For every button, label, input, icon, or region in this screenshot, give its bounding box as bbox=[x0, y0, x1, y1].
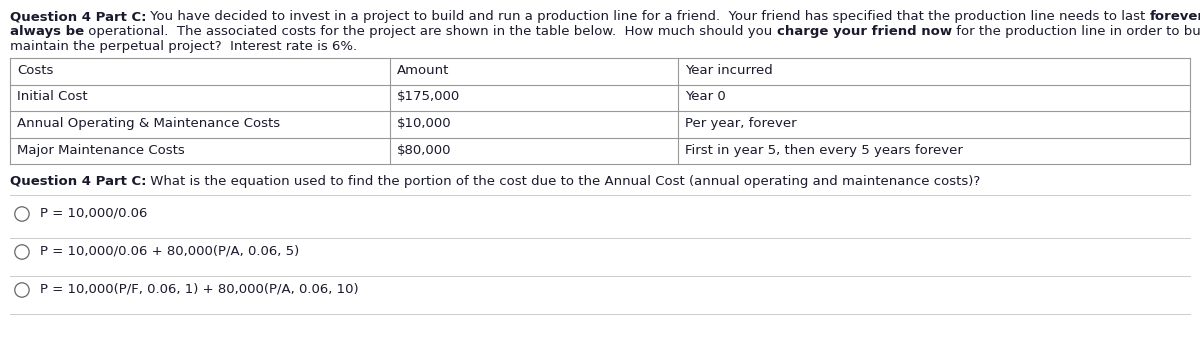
Text: Year 0: Year 0 bbox=[685, 90, 726, 104]
Text: $10,000: $10,000 bbox=[397, 117, 452, 130]
Text: Question 4 Part C:: Question 4 Part C: bbox=[10, 175, 146, 188]
Text: Question 4 Part C:: Question 4 Part C: bbox=[10, 10, 146, 23]
Text: Initial Cost: Initial Cost bbox=[17, 90, 88, 104]
Text: Annual Operating & Maintenance Costs: Annual Operating & Maintenance Costs bbox=[17, 117, 281, 130]
Text: Costs: Costs bbox=[17, 64, 54, 77]
Text: for the production line in order to build and: for the production line in order to buil… bbox=[952, 25, 1200, 38]
Text: Per year, forever: Per year, forever bbox=[685, 117, 797, 130]
Text: P = 10,000/0.06: P = 10,000/0.06 bbox=[40, 207, 148, 220]
Text: P = 10,000/0.06 + 80,000(P/A, 0.06, 5): P = 10,000/0.06 + 80,000(P/A, 0.06, 5) bbox=[40, 245, 299, 258]
Text: P = 10,000(P/F, 0.06, 1) + 80,000(P/A, 0.06, 10): P = 10,000(P/F, 0.06, 1) + 80,000(P/A, 0… bbox=[40, 283, 359, 296]
Text: Amount: Amount bbox=[397, 64, 450, 77]
Text: $175,000: $175,000 bbox=[397, 90, 461, 104]
Text: What is the equation used to find the portion of the cost due to the Annual Cost: What is the equation used to find the po… bbox=[146, 175, 980, 188]
Text: maintain the perpetual project?  Interest rate is 6%.: maintain the perpetual project? Interest… bbox=[10, 40, 358, 53]
Text: charge your friend now: charge your friend now bbox=[776, 25, 952, 38]
Text: Major Maintenance Costs: Major Maintenance Costs bbox=[17, 144, 185, 157]
Text: First in year 5, then every 5 years forever: First in year 5, then every 5 years fore… bbox=[685, 144, 964, 157]
Text: Year incurred: Year incurred bbox=[685, 64, 773, 77]
Text: forever,: forever, bbox=[1150, 10, 1200, 23]
Text: $80,000: $80,000 bbox=[397, 144, 451, 157]
Text: You have decided to invest in a project to build and run a production line for a: You have decided to invest in a project … bbox=[146, 10, 1150, 23]
Text: operational.  The associated costs for the project are shown in the table below.: operational. The associated costs for th… bbox=[84, 25, 776, 38]
Text: always be: always be bbox=[10, 25, 84, 38]
